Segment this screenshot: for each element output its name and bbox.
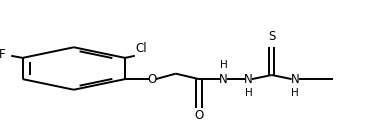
Text: H: H bbox=[245, 88, 252, 98]
Text: S: S bbox=[268, 31, 276, 44]
Text: O: O bbox=[194, 109, 204, 122]
Text: N: N bbox=[291, 73, 299, 86]
Text: N: N bbox=[220, 73, 228, 86]
Text: H: H bbox=[220, 60, 228, 70]
Text: F: F bbox=[0, 48, 5, 61]
Text: O: O bbox=[148, 73, 157, 86]
Text: H: H bbox=[291, 88, 299, 98]
Text: N: N bbox=[244, 73, 253, 86]
Text: Cl: Cl bbox=[136, 42, 147, 55]
